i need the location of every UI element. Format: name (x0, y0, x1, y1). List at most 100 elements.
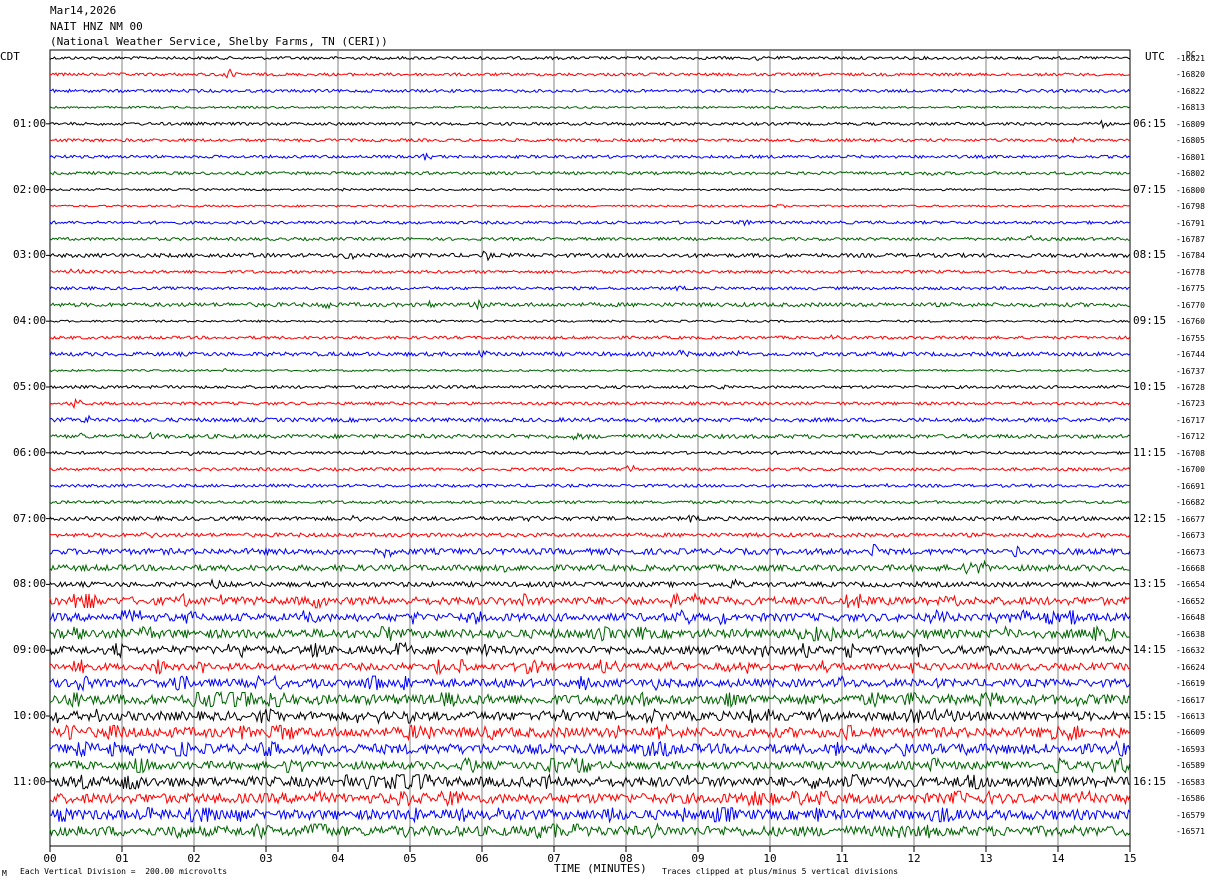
right-hour-label: 15:15 (1133, 709, 1167, 722)
left-hour-label: 03:00 (13, 248, 47, 262)
dc-offset-label: -16700 (1176, 465, 1205, 475)
dc-offset-label: -16800 (1176, 185, 1205, 195)
left-hour-label: 04:00 (13, 314, 47, 328)
left-hour-label: 09:00 (13, 643, 47, 657)
dc-offset-label: -16744 (1176, 350, 1205, 360)
trace-row-23 (49, 414, 1131, 424)
dc-offset-label: -16654 (1176, 580, 1205, 590)
x-tick-label: 05 (403, 852, 416, 865)
trace-row-46 (49, 789, 1131, 808)
dc-label: DC (1186, 50, 1196, 59)
trace-row-40 (49, 690, 1131, 709)
trace-row-9 (49, 187, 1131, 192)
trace-row-31 (49, 543, 1131, 559)
left-timezone: CDT (0, 50, 20, 63)
trace-row-12 (49, 234, 1131, 242)
trace-row-30 (49, 531, 1131, 539)
trace-row-20 (49, 368, 1131, 373)
dc-offset-label: -16802 (1176, 169, 1205, 179)
trace-row-21 (49, 384, 1131, 390)
trace-row-33 (49, 577, 1131, 590)
dc-offset-label: -16617 (1176, 695, 1205, 705)
dc-offset-label: -16571 (1176, 827, 1205, 837)
trace-row-4 (49, 105, 1131, 110)
trace-row-29 (49, 514, 1131, 523)
dc-offset-label: -16586 (1176, 794, 1205, 804)
trace-row-16 (49, 298, 1131, 311)
trace-row-5 (49, 119, 1131, 130)
dc-offset-label: -16648 (1176, 613, 1205, 623)
dc-offset-label: -16583 (1176, 777, 1205, 787)
trace-row-47 (49, 807, 1131, 824)
trace-row-26 (49, 464, 1131, 473)
dc-offset-label: -16809 (1176, 119, 1205, 129)
x-tick-label: 06 (475, 852, 488, 865)
dc-offset-label: -16712 (1176, 432, 1205, 442)
dc-offset-label: -16652 (1176, 596, 1205, 606)
right-hour-label: 13:15 (1133, 577, 1167, 591)
x-tick-label: 04 (331, 852, 345, 865)
x-tick-label: 08 (619, 852, 632, 865)
right-hour-label: 06:15 (1133, 116, 1167, 130)
left-hour-label: 07:00 (13, 511, 47, 525)
dc-offset-label: -16801 (1176, 152, 1205, 162)
x-tick-label: 02 (187, 852, 200, 865)
dc-offset-label: -16770 (1176, 300, 1205, 310)
right-hour-label: 16:15 (1133, 774, 1167, 788)
chart-date: Mar14,2026 (50, 4, 117, 17)
trace-row-34 (49, 591, 1131, 610)
left-hour-label: 11:00 (13, 774, 47, 788)
dc-offset-label: -16784 (1176, 251, 1205, 261)
trace-row-27 (49, 482, 1131, 489)
trace-row-32 (49, 559, 1130, 575)
dc-offset-label: -16820 (1176, 70, 1205, 80)
x-tick-label: 03 (259, 852, 272, 865)
trace-row-44 (49, 757, 1131, 774)
dc-offset-label: -16691 (1176, 481, 1205, 491)
trace-row-36 (49, 624, 1131, 643)
trace-row-48 (49, 822, 1131, 841)
dc-offset-label: -16822 (1176, 86, 1205, 96)
trace-row-28 (49, 499, 1131, 506)
trace-row-45 (49, 773, 1131, 790)
left-hour-label: 01:00 (13, 116, 47, 130)
x-tick-label: 11 (835, 852, 848, 865)
dc-offset-label: -16632 (1176, 646, 1205, 656)
trace-row-13 (49, 250, 1131, 262)
dc-offset-label: -16775 (1176, 284, 1205, 294)
dc-offset-label: -16728 (1176, 383, 1205, 392)
trace-row-42 (49, 723, 1131, 742)
left-hour-label: 06:00 (13, 445, 47, 459)
trace-row-10 (49, 203, 1131, 209)
trace-row-2 (50, 68, 1131, 79)
trace-row-11 (49, 219, 1131, 227)
dc-offset-label: -16798 (1176, 202, 1205, 212)
dc-offset-label: -16737 (1176, 366, 1205, 376)
left-hour-label: 08:00 (13, 577, 47, 591)
x-tick-label: 07 (547, 852, 560, 865)
trace-row-19 (49, 349, 1131, 359)
trace-row-43 (49, 740, 1131, 758)
x-tick-label: 00 (43, 852, 56, 865)
dc-offset-label: -16589 (1176, 761, 1205, 771)
dc-offset-label: -16723 (1176, 399, 1205, 409)
dc-offset-label: -16673 (1176, 531, 1205, 541)
dc-offset-label: -16668 (1176, 563, 1205, 573)
trace-row-18 (49, 334, 1131, 341)
dc-offset-label: -16609 (1176, 728, 1205, 738)
scale-note: Each Vertical Division = 200.00 microvol… (20, 867, 228, 876)
trace-row-17 (49, 319, 1131, 324)
dc-offset-label: -16813 (1176, 103, 1205, 113)
right-hour-label: 07:15 (1133, 182, 1167, 196)
dc-offset-label: -16673 (1176, 547, 1205, 557)
trace-row-14 (49, 268, 1131, 275)
left-hour-label: 02:00 (13, 182, 47, 196)
dc-offset-label: -16624 (1176, 662, 1205, 672)
trace-row-7 (49, 152, 1131, 161)
trace-row-6 (49, 136, 1131, 144)
trace-row-24 (49, 431, 1131, 441)
x-axis-label: TIME (MINUTES) (554, 862, 647, 875)
trace-row-22 (49, 397, 1131, 410)
right-hour-label: 14:15 (1133, 643, 1167, 657)
x-tick-label: 01 (115, 852, 128, 865)
